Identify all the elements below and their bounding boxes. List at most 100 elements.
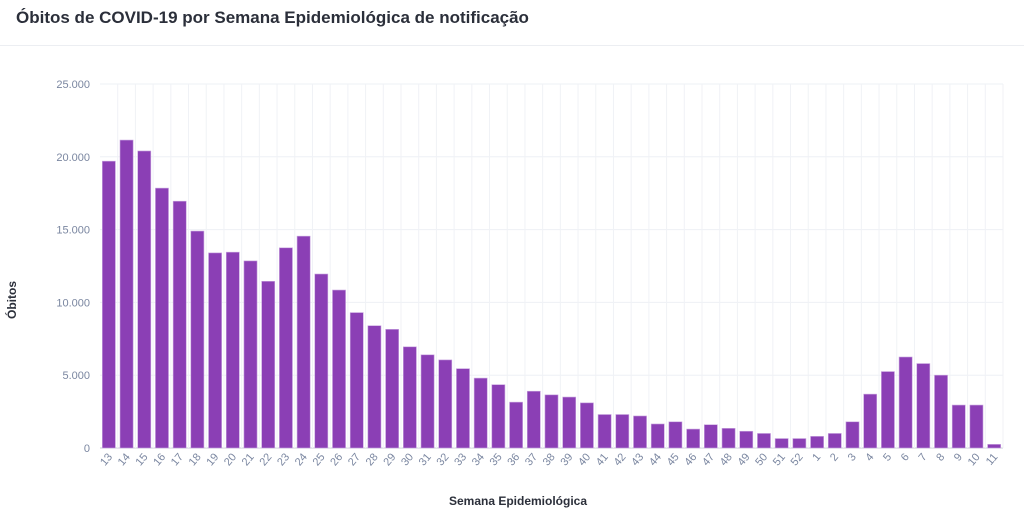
x-tick-label: 10: [966, 451, 983, 468]
x-tick-label: 35: [488, 451, 505, 468]
bar-week-52[interactable]: [792, 438, 807, 449]
bar-week-16[interactable]: [155, 187, 169, 449]
bar-week-43[interactable]: [633, 415, 647, 449]
bar-week-28[interactable]: [367, 325, 382, 449]
x-tick-label: 34: [470, 451, 487, 468]
y-tick-label: 5.000: [62, 370, 90, 382]
x-tick-label: 11: [984, 451, 1001, 467]
x-tick-label: 50: [753, 451, 770, 468]
bar-week-42[interactable]: [615, 414, 630, 449]
bar-week-46[interactable]: [686, 428, 700, 449]
bar-week-6[interactable]: [898, 356, 913, 449]
bar-week-34[interactable]: [473, 377, 488, 449]
bar-week-26[interactable]: [332, 289, 346, 449]
x-tick-label: 17: [169, 451, 186, 468]
bar-week-40[interactable]: [580, 402, 594, 449]
bar-week-32[interactable]: [438, 359, 453, 449]
bar-week-36[interactable]: [509, 401, 523, 449]
bar-week-24[interactable]: [296, 235, 311, 449]
x-tick-label: 30: [399, 451, 416, 468]
bar-week-25[interactable]: [314, 273, 329, 449]
x-tick-label: 33: [452, 451, 469, 468]
x-tick-label: 47: [700, 451, 717, 468]
bar-week-41[interactable]: [597, 414, 612, 449]
bar-week-11[interactable]: [987, 444, 1001, 449]
x-tick-label: 9: [952, 451, 965, 463]
x-tick-label: 13: [98, 451, 115, 468]
y-tick-label: 15.000: [56, 225, 90, 237]
x-tick-label: 28: [364, 451, 381, 468]
bar-week-22[interactable]: [261, 280, 276, 449]
bar-week-48[interactable]: [721, 428, 736, 449]
bar-week-14[interactable]: [119, 139, 134, 449]
bar-week-21[interactable]: [243, 260, 258, 449]
bar-week-2[interactable]: [827, 433, 842, 449]
x-tick-label: 19: [204, 451, 221, 468]
bar-week-18[interactable]: [190, 230, 205, 449]
x-tick-label: 16: [151, 451, 168, 468]
x-tick-label: 1: [810, 451, 823, 463]
x-tick-label: 37: [523, 451, 540, 468]
x-tick-label: 43: [629, 451, 646, 468]
bar-week-44[interactable]: [650, 423, 665, 449]
x-tick-label: 8: [934, 451, 947, 463]
x-tick-label: 40: [576, 451, 593, 468]
bar-week-8[interactable]: [934, 374, 948, 449]
bar-week-47[interactable]: [704, 424, 718, 449]
x-axis-label: Semana Epidemiológica: [449, 494, 587, 508]
x-tick-label: 7: [916, 451, 929, 463]
x-tick-label: 38: [541, 451, 558, 468]
bar-week-4[interactable]: [863, 393, 878, 449]
x-tick-label: 46: [682, 451, 699, 468]
x-tick-label: 3: [846, 451, 859, 463]
y-axis-label: Óbitos: [4, 281, 19, 319]
bar-week-5[interactable]: [881, 371, 895, 449]
bar-week-15[interactable]: [137, 150, 152, 449]
bar-week-33[interactable]: [456, 368, 470, 449]
x-tick-label: 18: [187, 451, 204, 468]
bar-week-39[interactable]: [562, 396, 577, 449]
bar-week-29[interactable]: [385, 329, 399, 449]
bar-week-37[interactable]: [526, 390, 541, 449]
x-tick-label: 31: [417, 451, 434, 468]
x-tick-label: 51: [771, 451, 788, 468]
bar-week-7[interactable]: [916, 363, 931, 449]
bar-week-23[interactable]: [279, 247, 293, 449]
bar-week-13[interactable]: [102, 160, 116, 449]
bar-week-30[interactable]: [403, 346, 417, 449]
x-tick-label: 48: [718, 451, 735, 468]
bar-week-3[interactable]: [845, 421, 860, 449]
bar-week-1[interactable]: [810, 436, 824, 449]
bar-week-19[interactable]: [208, 252, 222, 449]
bar-week-31[interactable]: [420, 354, 435, 449]
x-tick-label: 41: [594, 451, 611, 468]
bar-week-20[interactable]: [225, 251, 240, 449]
x-tick-label: 20: [222, 451, 239, 468]
x-tick-label: 21: [240, 451, 257, 468]
x-tick-label: 32: [434, 451, 451, 468]
x-tick-label: 15: [133, 451, 150, 468]
bar-week-10[interactable]: [969, 404, 984, 449]
x-tick-label: 4: [863, 451, 876, 463]
x-tick-label: 5: [881, 451, 894, 463]
bar-week-17[interactable]: [172, 200, 187, 449]
bar-week-27[interactable]: [349, 312, 364, 449]
bar-week-45[interactable]: [668, 421, 683, 449]
x-tick-label: 42: [612, 451, 629, 468]
bar-week-38[interactable]: [544, 394, 559, 449]
x-tick-label: 49: [735, 451, 752, 468]
x-tick-label: 29: [381, 451, 398, 468]
x-tick-label: 2: [828, 451, 841, 463]
x-tick-label: 36: [505, 451, 522, 468]
bar-week-9[interactable]: [951, 404, 966, 449]
bar-week-51[interactable]: [774, 438, 789, 449]
bar-week-50[interactable]: [757, 433, 771, 449]
x-tick-label: 27: [346, 451, 363, 468]
x-tick-label: 23: [275, 451, 292, 468]
bar-week-35[interactable]: [491, 384, 506, 449]
chart-title: Óbitos de COVID-19 por Semana Epidemioló…: [16, 8, 529, 27]
y-tick-label: 0: [84, 443, 90, 455]
y-tick-label: 10.000: [56, 297, 90, 309]
bar-week-49[interactable]: [739, 430, 754, 449]
